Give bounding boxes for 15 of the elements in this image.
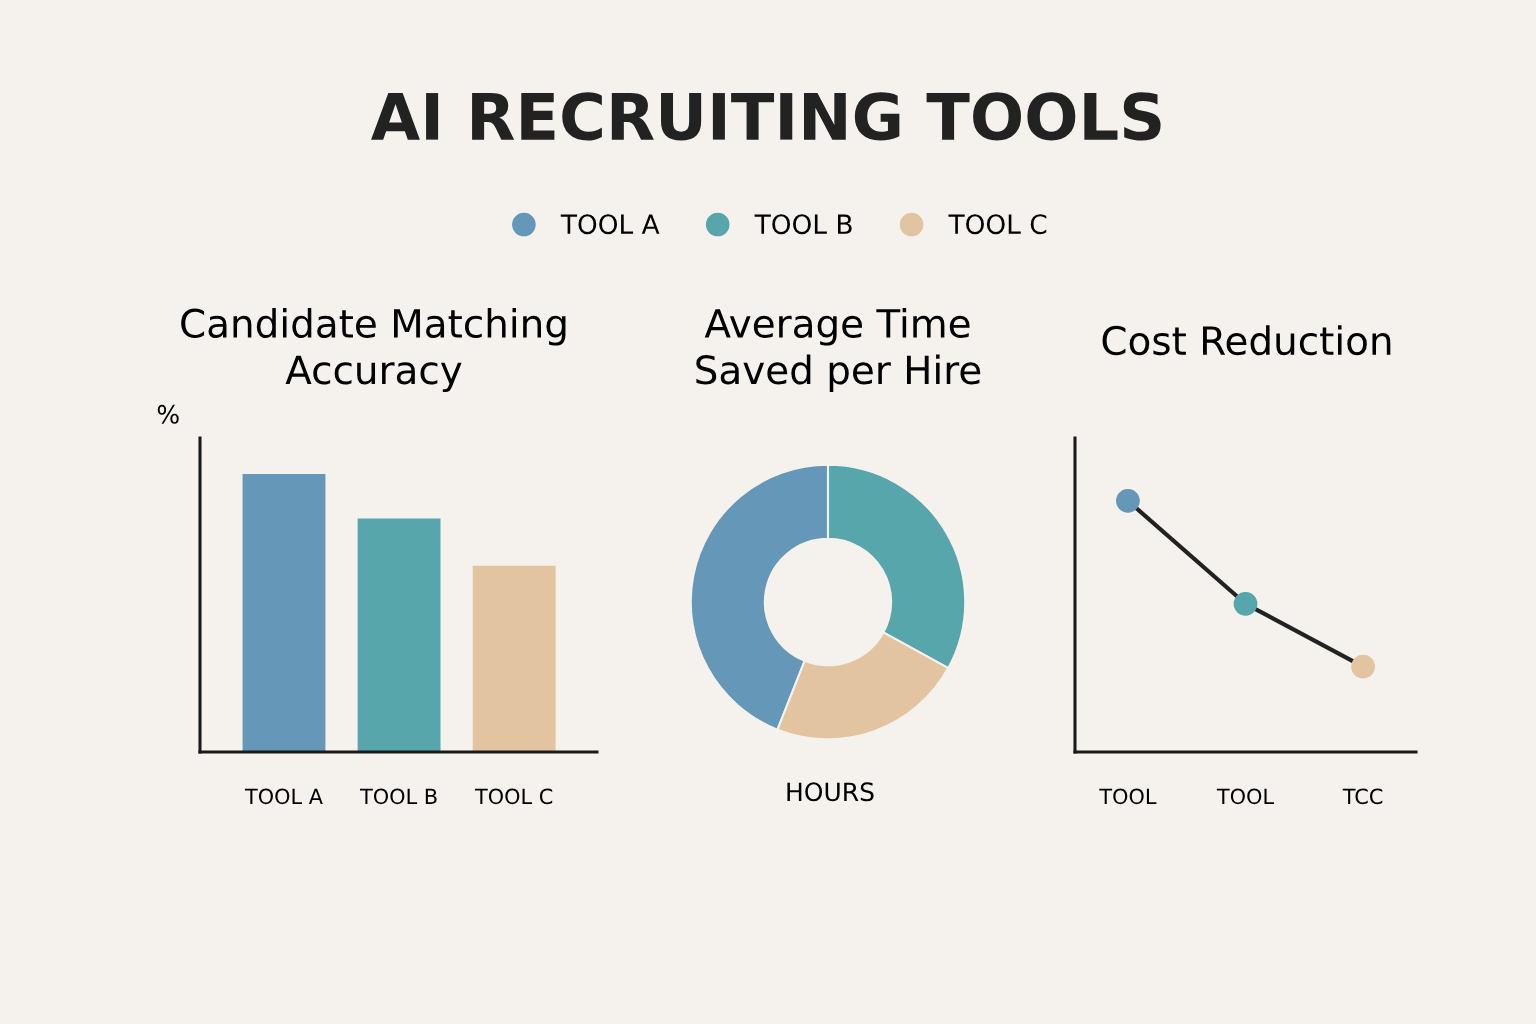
chart-title: Candidate Matching Accuracy	[181, 307, 566, 393]
x-tick-label: TCC	[1342, 788, 1383, 805]
x-tick-label: TOOL	[1216, 788, 1274, 805]
legend-label: TOOL C	[948, 214, 1047, 235]
legend-label: TOOL B	[754, 214, 852, 235]
text: HOURS	[787, 782, 874, 802]
x-tick-label: TOOL B	[359, 788, 437, 805]
x-tick-label: TOOL	[1099, 788, 1157, 805]
x-tick-label: TOOL A	[244, 788, 323, 805]
legend-label: TOOL A	[560, 214, 660, 235]
text: Average Time Saved per Hire	[696, 307, 981, 393]
chart-title: Cost Reduction	[1102, 325, 1391, 356]
y-axis-title: %	[157, 404, 179, 424]
text: AI RECRUITING TOOLS	[371, 92, 1161, 141]
x-tick-label: TOOL C	[474, 788, 553, 805]
